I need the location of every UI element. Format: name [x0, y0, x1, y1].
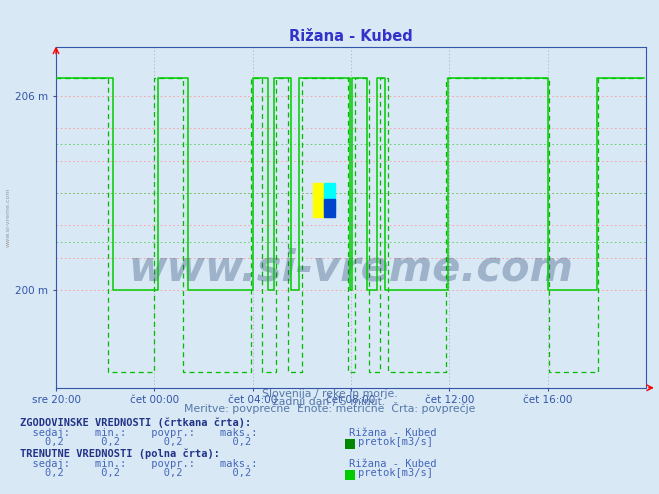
Text: sedaj:    min.:    povpr.:    maks.:: sedaj: min.: povpr.: maks.:: [20, 459, 257, 469]
Text: pretok[m3/s]: pretok[m3/s]: [358, 468, 434, 478]
Text: zadnji dan / 5 minut.: zadnji dan / 5 minut.: [273, 397, 386, 407]
Text: Rižana - Kubed: Rižana - Kubed: [349, 459, 437, 469]
Text: ZGODOVINSKE VREDNOSTI (črtkana črta):: ZGODOVINSKE VREDNOSTI (črtkana črta):: [20, 417, 251, 428]
FancyBboxPatch shape: [324, 199, 335, 217]
FancyBboxPatch shape: [312, 183, 326, 217]
Text: www.si-vreme.com: www.si-vreme.com: [129, 247, 573, 289]
Text: sedaj:    min.:    povpr.:    maks.:: sedaj: min.: povpr.: maks.:: [20, 428, 257, 438]
Text: www.si-vreme.com: www.si-vreme.com: [5, 188, 11, 247]
FancyBboxPatch shape: [324, 183, 335, 210]
Text: Rižana - Kubed: Rižana - Kubed: [349, 428, 437, 438]
Text: TRENUTNE VREDNOSTI (polna črta):: TRENUTNE VREDNOSTI (polna črta):: [20, 449, 219, 459]
Title: Rižana - Kubed: Rižana - Kubed: [289, 29, 413, 44]
Text: Slovenija / reke in morje.: Slovenija / reke in morje.: [262, 389, 397, 399]
Text: 0,2      0,2       0,2        0,2: 0,2 0,2 0,2 0,2: [20, 468, 251, 478]
Text: 0,2      0,2       0,2        0,2: 0,2 0,2 0,2 0,2: [20, 437, 251, 447]
Text: Meritve: povprečne  Enote: metrične  Črta: povprečje: Meritve: povprečne Enote: metrične Črta:…: [184, 403, 475, 414]
Text: pretok[m3/s]: pretok[m3/s]: [358, 437, 434, 447]
